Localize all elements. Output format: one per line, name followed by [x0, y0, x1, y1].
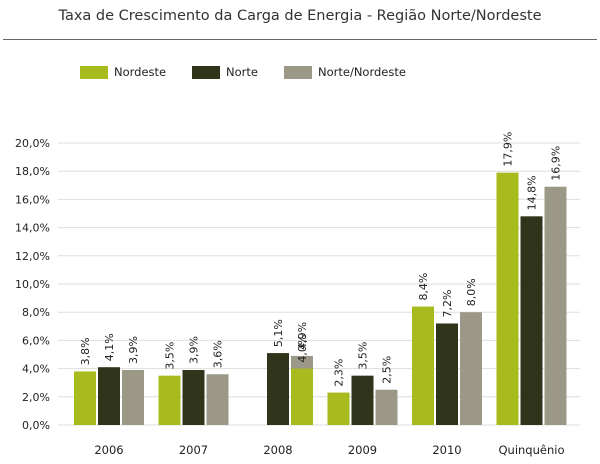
title-divider [3, 39, 597, 40]
chart-title: Taxa de Crescimento da Carga de Energia … [58, 8, 542, 24]
data-label: 4,9% [296, 322, 309, 350]
data-label: 3,5% [164, 342, 177, 370]
bar [182, 370, 205, 425]
bar [375, 389, 398, 425]
bar [122, 370, 144, 425]
bar [291, 368, 313, 425]
data-label: 4,1% [103, 333, 116, 361]
data-label: 16,9% [550, 146, 563, 181]
x-tick-label: Quinquênio [498, 443, 564, 457]
data-label: 3,9% [188, 336, 201, 364]
y-tick-label: 8,0% [22, 306, 50, 319]
legend-swatch-norte [192, 65, 220, 79]
data-label: 8,0% [465, 278, 478, 306]
data-label: 3,9% [127, 336, 140, 364]
y-tick-label: 18,0% [15, 165, 50, 178]
bar [520, 216, 543, 425]
y-tick-label: 20,0% [15, 137, 50, 150]
data-label: 3,8% [79, 337, 92, 365]
bar [158, 375, 181, 425]
y-tick-label: 0,0% [22, 419, 50, 432]
data-label: 3,6% [212, 340, 225, 368]
legend-label-nordeste: Nordeste [114, 65, 167, 79]
bar [327, 392, 350, 425]
legend-swatch-nordeste [80, 65, 108, 79]
data-label: 5,1% [272, 319, 285, 347]
legend-item-norte: Norte [192, 65, 258, 79]
bar [460, 312, 482, 425]
legend-item-norte-nordeste: Norte/Nordeste [284, 65, 406, 79]
legend-label-norte-nordeste: Norte/Nordeste [318, 65, 406, 79]
legend-swatch-norte-nordeste [284, 65, 312, 79]
bar [206, 374, 229, 425]
bar [74, 371, 96, 425]
x-tick-label: 2008 [263, 443, 292, 457]
bar [267, 353, 289, 425]
y-tick-label: 16,0% [15, 193, 50, 206]
data-label: 14,8% [526, 175, 539, 210]
y-tick-label: 12,0% [15, 250, 50, 263]
data-label: 3,5% [357, 342, 370, 370]
bar [436, 323, 458, 425]
x-tick-label: 2009 [348, 443, 377, 457]
data-label: 2,5% [381, 356, 394, 384]
y-tick-label: 6,0% [22, 334, 50, 347]
bar [544, 186, 567, 425]
data-label: 8,4% [417, 273, 430, 301]
x-tick-label: 2007 [179, 443, 208, 457]
y-tick-label: 14,0% [15, 222, 50, 235]
legend-label-norte: Norte [226, 65, 258, 79]
y-tick-label: 2,0% [22, 391, 50, 404]
bar [351, 375, 374, 425]
bar [496, 172, 519, 425]
bar [98, 367, 120, 425]
x-tick-label: 2010 [432, 443, 461, 457]
data-label: 17,9% [502, 132, 515, 167]
bar [412, 306, 434, 425]
data-label: 4,0% [296, 335, 309, 363]
y-tick-label: 4,0% [22, 363, 50, 376]
legend-item-nordeste: Nordeste [80, 65, 166, 79]
data-label: 2,3% [333, 359, 346, 387]
data-label: 7,2% [441, 290, 454, 318]
x-tick-label: 2006 [94, 443, 123, 457]
y-tick-label: 10,0% [15, 278, 50, 291]
